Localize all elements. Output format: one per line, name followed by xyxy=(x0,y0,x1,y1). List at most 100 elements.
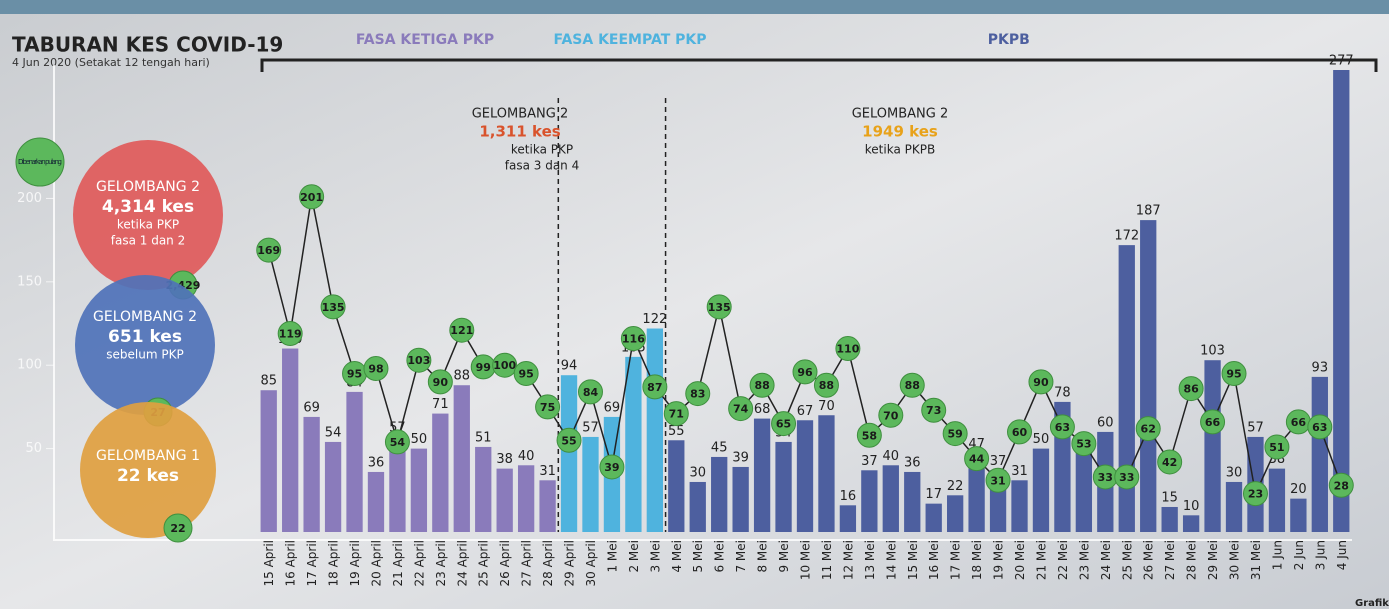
y-tick-label: 150 xyxy=(17,274,42,289)
bar xyxy=(647,329,663,532)
bar xyxy=(411,449,427,532)
bar xyxy=(1183,515,1199,532)
bar-value-label: 103 xyxy=(1200,344,1225,359)
bar xyxy=(303,417,319,532)
x-tick-label: 24 April xyxy=(455,540,469,587)
recovered-label: 60 xyxy=(1012,426,1028,439)
x-tick-label: 30 April xyxy=(584,540,598,587)
x-tick-label: 6 Mei xyxy=(713,540,727,573)
bar-value-label: 36 xyxy=(368,455,385,470)
x-tick-label: 19 Mei xyxy=(992,540,1006,580)
bar xyxy=(904,472,920,532)
recovered-label: 33 xyxy=(1098,471,1113,484)
recovered-label: 88 xyxy=(754,379,769,392)
recovered-label: 103 xyxy=(407,354,430,367)
x-tick-label: 2 Mei xyxy=(627,540,641,573)
x-tick-label: 11 Mei xyxy=(820,540,834,580)
bar-value-label: 277 xyxy=(1329,54,1354,69)
x-tick-label: 19 April xyxy=(348,540,362,587)
bar-value-label: 67 xyxy=(797,404,814,419)
bar xyxy=(1290,499,1306,532)
bar xyxy=(432,414,448,532)
recovered-label: 23 xyxy=(1248,488,1263,501)
bar-value-label: 88 xyxy=(454,369,471,384)
x-tick-label: 16 April xyxy=(284,540,298,587)
bar-value-label: 40 xyxy=(883,449,900,464)
bar xyxy=(261,390,277,532)
bar-value-label: 15 xyxy=(1161,490,1178,505)
recovered-label: 90 xyxy=(433,376,449,389)
bar-value-label: 37 xyxy=(861,454,878,469)
bar xyxy=(711,457,727,532)
recovered-label: 84 xyxy=(583,386,599,399)
recovered-label: 59 xyxy=(948,428,963,441)
x-tick-label: 27 April xyxy=(520,540,534,587)
x-tick-label: 28 Mei xyxy=(1185,540,1199,580)
bar-value-label: 20 xyxy=(1290,482,1307,497)
bar xyxy=(926,504,942,532)
bar-value-label: 85 xyxy=(260,374,277,389)
bar-value-label: 187 xyxy=(1136,204,1161,219)
x-tick-label: 3 Mei xyxy=(648,540,662,573)
bar xyxy=(947,495,963,532)
recovered-label: 75 xyxy=(540,401,555,414)
bar xyxy=(883,465,899,532)
bar-value-label: 71 xyxy=(432,397,449,412)
x-tick-label: 14 Mei xyxy=(884,540,898,580)
x-tick-label: 13 Mei xyxy=(863,540,877,580)
recovered-label: 135 xyxy=(322,301,345,314)
recovered-label: 83 xyxy=(690,388,705,401)
bar xyxy=(561,375,577,532)
bar-value-label: 69 xyxy=(604,400,621,415)
x-tick-label: 20 Mei xyxy=(1013,540,1027,580)
bar-value-label: 51 xyxy=(475,430,492,445)
recovered-label: 100 xyxy=(493,359,516,372)
summary-note: fasa 1 dan 2 xyxy=(111,234,185,248)
x-tick-label: 20 April xyxy=(369,540,383,587)
bar-value-label: 36 xyxy=(904,455,921,470)
bar-value-label: 31 xyxy=(1011,464,1028,479)
summary-title: GELOMBANG 1 xyxy=(96,448,200,464)
x-tick-label: 10 Mei xyxy=(799,540,813,580)
annotation-value: 1949 kes xyxy=(862,123,938,141)
recovered-label: 73 xyxy=(926,404,941,417)
recovered-label: 66 xyxy=(1205,416,1221,429)
bar-value-label: 39 xyxy=(732,450,749,465)
recovered-label: 74 xyxy=(733,403,749,416)
bar xyxy=(754,419,770,532)
bar-value-label: 16 xyxy=(840,489,857,504)
x-tick-label: 29 April xyxy=(563,540,577,587)
annotation-note: fasa 3 dan 4 xyxy=(505,159,579,173)
x-tick-label: 8 Mei xyxy=(756,540,770,573)
x-tick-label: 26 Mei xyxy=(1142,540,1156,580)
recovered-label: 119 xyxy=(279,328,302,341)
bar xyxy=(1076,452,1092,532)
bar xyxy=(1226,482,1242,532)
bar xyxy=(325,442,341,532)
bar xyxy=(475,447,491,532)
summary-note: sebelum PKP xyxy=(106,348,183,362)
bar xyxy=(1333,70,1349,532)
x-tick-label: 5 Mei xyxy=(691,540,705,573)
recovered-label: 88 xyxy=(905,379,920,392)
bar xyxy=(840,505,856,532)
x-tick-label: 24 Mei xyxy=(1099,540,1113,580)
chart: TABURAN KES COVID-19 4 Jun 2020 (Setakat… xyxy=(0,0,1389,609)
bar-value-label: 60 xyxy=(1097,415,1114,430)
recovered-label: 55 xyxy=(561,434,576,447)
bar xyxy=(1011,480,1027,532)
x-tick-label: 29 Mei xyxy=(1206,540,1220,580)
recovered-label: 135 xyxy=(708,301,731,314)
chart-title: TABURAN KES COVID-19 xyxy=(12,33,283,57)
summary-title: GELOMBANG 2 xyxy=(96,179,200,195)
recovered-label: 86 xyxy=(1183,383,1199,396)
phase-label: FASA KETIGA PKP xyxy=(356,32,494,48)
bar xyxy=(368,472,384,532)
annotation-title: GELOMBANG 2 xyxy=(472,107,569,122)
x-tick-label: 22 Mei xyxy=(1056,540,1070,580)
phase-label: PKPB xyxy=(988,32,1030,48)
top-strip xyxy=(0,0,1389,14)
x-tick-label: 26 April xyxy=(498,540,512,587)
x-tick-label: 25 April xyxy=(477,540,491,587)
bar-value-label: 30 xyxy=(689,465,706,480)
